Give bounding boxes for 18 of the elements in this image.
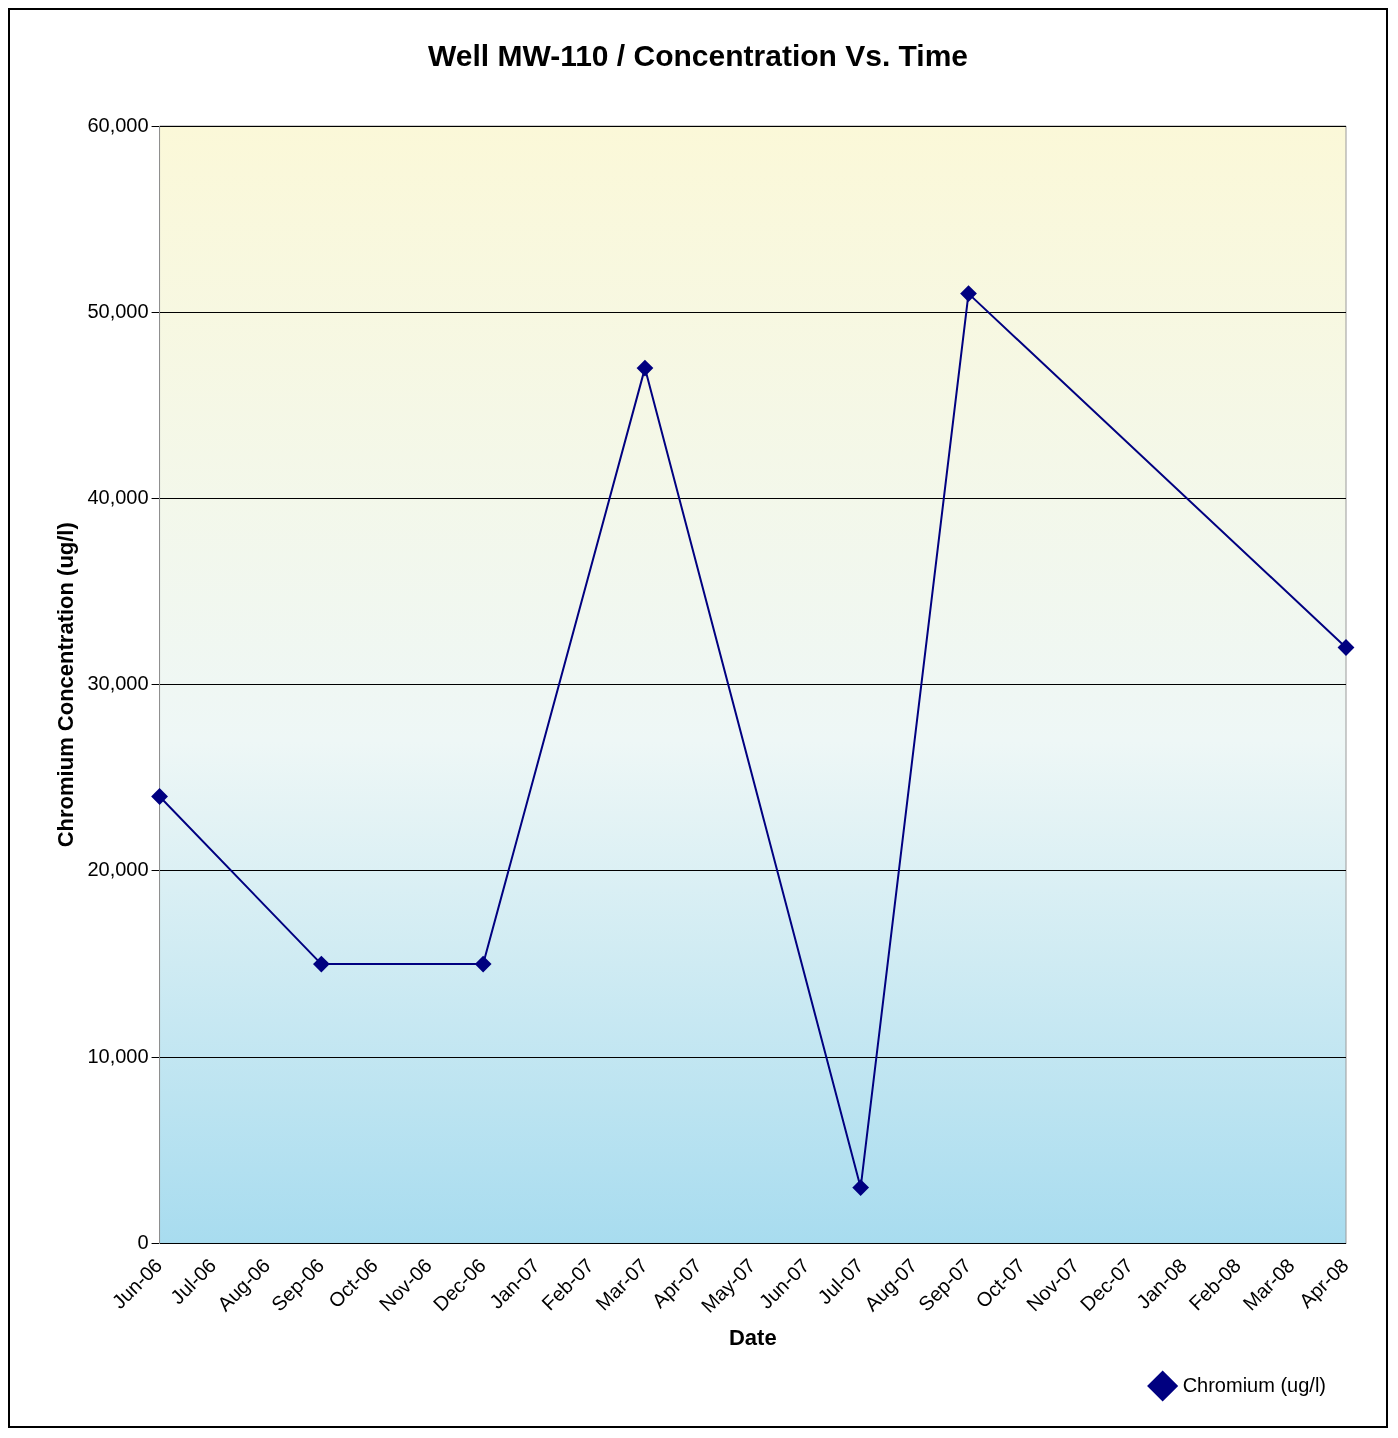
point xyxy=(475,956,492,973)
y-tick-label: 0 xyxy=(137,1230,149,1253)
y-tick-label: 60,000 xyxy=(87,113,149,136)
point xyxy=(151,788,168,805)
y-tick-label: 40,000 xyxy=(87,486,149,509)
x-axis-title: Date xyxy=(728,1324,777,1350)
point xyxy=(960,285,977,302)
point xyxy=(1338,639,1354,656)
point xyxy=(852,1179,869,1196)
y-tick-label: 20,000 xyxy=(87,858,149,881)
point xyxy=(636,360,653,377)
chart-title: Well MW-110 / Concentration Vs. Time xyxy=(427,39,969,73)
y-tick-label: 30,000 xyxy=(87,672,149,695)
point xyxy=(313,956,330,973)
legend-label: Chromium (ug/l) xyxy=(1182,1373,1326,1396)
y-tick-label: 10,000 xyxy=(87,1044,149,1067)
y-tick-label: 50,000 xyxy=(87,299,149,322)
y-axis-title: Chromium Concentration (ug/l) xyxy=(53,522,79,848)
